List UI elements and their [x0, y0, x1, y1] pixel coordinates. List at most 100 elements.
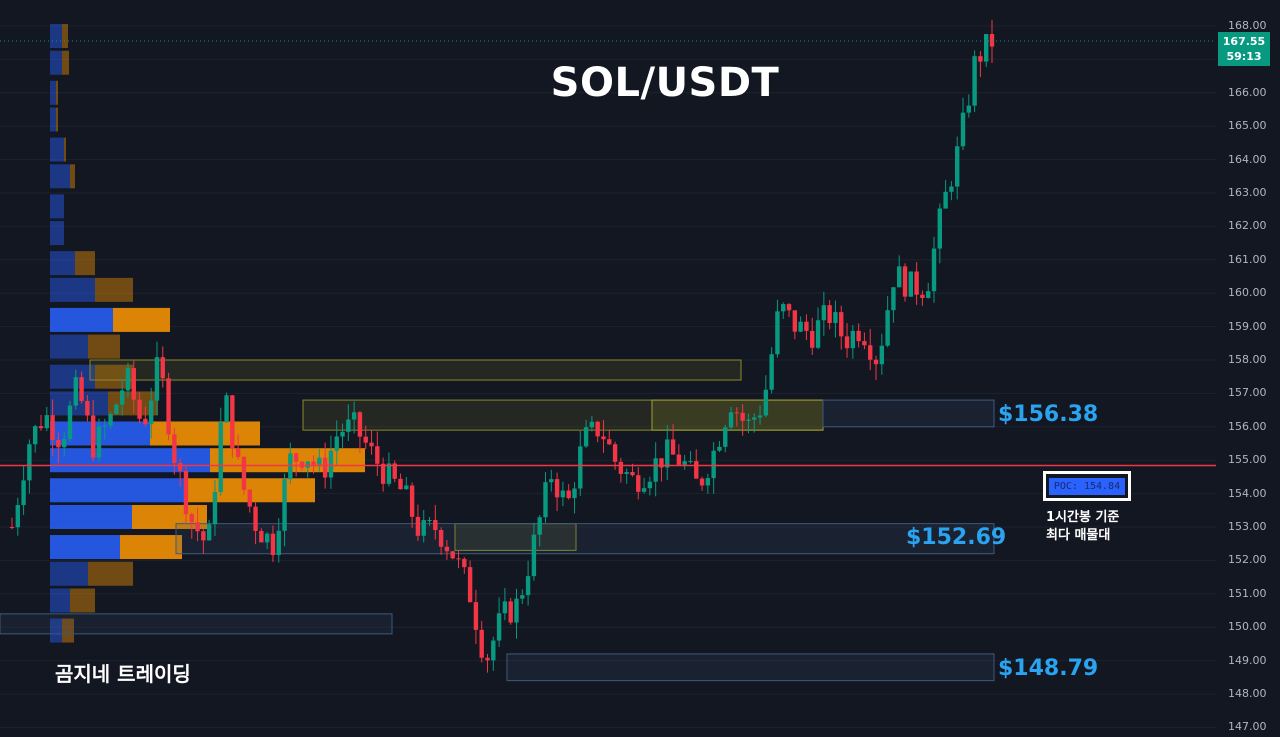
chart-title: SOL/USDT	[550, 60, 780, 106]
candle-body	[444, 546, 450, 552]
current-price: 167.55	[1222, 35, 1266, 48]
candle-body	[665, 439, 670, 468]
volume-sell-bar	[56, 107, 58, 132]
zone-150-box	[0, 613, 393, 635]
volume-sell-bar	[210, 448, 365, 473]
candle-body	[427, 519, 432, 521]
candle-body	[972, 56, 977, 106]
candle-body	[717, 446, 722, 451]
candle-body	[769, 354, 774, 390]
candle-body	[676, 454, 682, 465]
candle-body	[102, 425, 107, 427]
candle-body	[630, 472, 635, 476]
candle-body	[873, 359, 879, 365]
candle-body	[380, 463, 386, 484]
candle-body	[183, 470, 189, 515]
candle-body	[201, 531, 206, 541]
candle-body	[421, 520, 426, 536]
candle-body	[264, 533, 270, 543]
candle-body	[525, 576, 531, 596]
candle-body	[989, 34, 995, 47]
candle-body	[862, 341, 867, 346]
candle-body	[172, 434, 177, 464]
candle-body	[897, 266, 902, 288]
volume-sell-bar	[120, 535, 182, 560]
volume-buy-bar	[50, 107, 56, 132]
candle-body	[578, 446, 583, 489]
brand-label: 곰지네 트레이딩	[55, 662, 191, 686]
candle-body	[450, 551, 455, 559]
supply-box	[651, 399, 824, 431]
candle-body	[711, 450, 716, 479]
candle-body	[653, 458, 658, 482]
candle-body	[340, 431, 345, 437]
zone-148-label: $148.79	[998, 656, 1099, 681]
candle-body	[589, 421, 595, 428]
candle-body	[752, 417, 757, 420]
candle-body	[206, 524, 212, 541]
candle-body	[775, 311, 780, 355]
volume-sell-bar	[64, 137, 66, 162]
candle-body	[195, 522, 200, 532]
candle-body	[119, 390, 125, 405]
candle-body	[67, 405, 73, 440]
y-tick-label: 163.00	[1228, 186, 1267, 199]
candle-body	[56, 439, 61, 448]
volume-buy-bar	[50, 307, 113, 332]
candle-body	[479, 629, 484, 658]
candle-body	[723, 427, 728, 447]
candle-body	[694, 461, 699, 479]
candle-body	[328, 450, 334, 478]
candle-body	[763, 389, 769, 416]
volume-buy-bar	[50, 221, 64, 246]
volume-sell-bar	[113, 307, 170, 332]
candle-body	[21, 480, 26, 506]
candle-body	[833, 312, 838, 323]
volume-profile	[50, 24, 365, 643]
volume-sell-bar	[88, 561, 133, 586]
volume-sell-bar	[62, 24, 68, 49]
candle-body	[902, 266, 908, 297]
candle-body	[502, 601, 508, 614]
candle-body	[276, 530, 281, 556]
candle-body	[914, 271, 919, 295]
zone-152-label: $152.69	[906, 525, 1007, 550]
candle-body	[438, 530, 444, 547]
candle-body	[601, 436, 606, 440]
volume-sell-bar	[62, 50, 69, 75]
candle-body	[415, 516, 421, 536]
candle-body	[253, 506, 258, 531]
candle-body	[125, 368, 131, 391]
candle-body	[688, 461, 693, 463]
current-price-badge: 167.55 59:13	[1218, 32, 1270, 66]
volume-sell-bar	[56, 80, 58, 105]
volume-buy-bar	[50, 535, 120, 560]
candle-body	[322, 457, 328, 478]
volume-sell-bar	[95, 277, 133, 302]
candle-body	[311, 461, 316, 465]
candle-body	[108, 413, 113, 426]
candle-body	[670, 439, 676, 455]
volume-buy-bar	[50, 277, 95, 302]
candle-body	[746, 419, 751, 421]
candle-body	[508, 601, 513, 623]
candle-body	[218, 422, 223, 492]
candle-body	[299, 461, 305, 468]
y-tick-label: 160.00	[1228, 286, 1267, 300]
candle-body	[595, 421, 600, 437]
candle-body	[647, 481, 653, 489]
y-tick-label: 149.00	[1228, 653, 1267, 667]
y-tick-label: 156.00	[1228, 419, 1267, 433]
candle-body	[757, 415, 763, 418]
candle-body	[868, 345, 873, 360]
candle-body	[856, 330, 861, 342]
candle-body	[131, 368, 136, 400]
candle-body	[44, 415, 49, 429]
candle-body	[334, 436, 339, 451]
y-tick-label: 150.00	[1228, 620, 1267, 634]
volume-buy-bar	[50, 618, 62, 643]
y-tick-label: 151.00	[1228, 586, 1267, 600]
candle-body	[937, 208, 943, 249]
y-tick-label: 168.00	[1228, 19, 1267, 32]
candle-body	[241, 456, 247, 490]
